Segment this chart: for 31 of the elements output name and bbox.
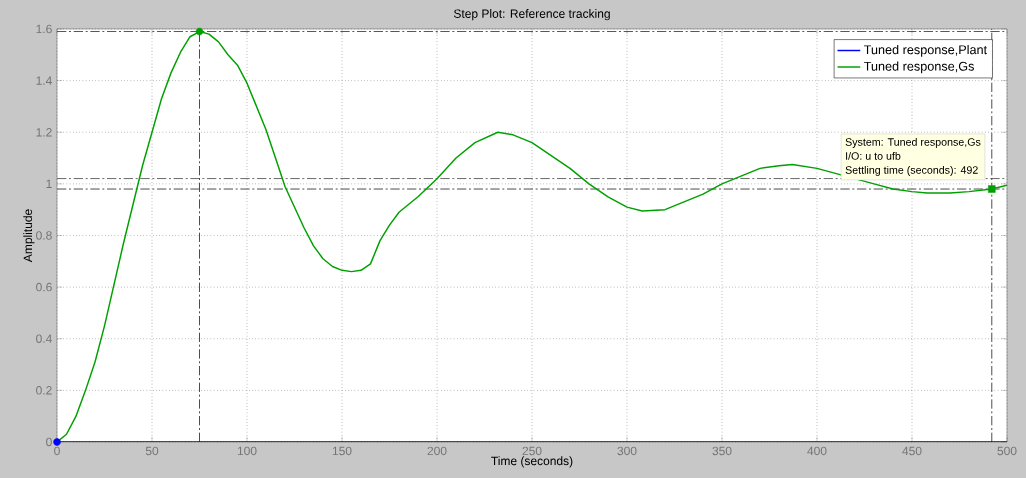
x-tick-label: 350 — [712, 446, 732, 456]
x-tick-label: 400 — [807, 446, 827, 456]
x-tick-label: 250 — [522, 446, 542, 456]
annotation: System: Tuned response,Gs — [845, 137, 981, 148]
y-axis-title: Amplitude — [23, 209, 35, 263]
y-tick-label: 0.8 — [36, 231, 52, 240]
y-tick-label: 1.6 — [36, 24, 52, 34]
x-tick-label: 100 — [237, 446, 257, 456]
x-tick-label: 450 — [902, 446, 922, 456]
y-tick-label: 1.4 — [36, 76, 52, 85]
x-axis-title: Time (seconds) — [491, 456, 573, 468]
x-tick-label: 0 — [54, 446, 60, 456]
x-tick-label: 500 — [997, 446, 1017, 456]
legend-label: Tuned response,Plant — [863, 44, 988, 57]
x-tick-label: 150 — [332, 446, 352, 456]
y-tick-label: 1 — [46, 179, 52, 188]
annotation: I/O: u to ufb — [846, 151, 901, 160]
y-tick-label: 0.4 — [36, 334, 52, 343]
point — [988, 185, 996, 193]
y-tick-label: 0 — [46, 437, 52, 447]
chart-title: Step Plot: Reference tracking — [453, 9, 610, 21]
annotation: Settling time (seconds): 492 — [845, 165, 978, 176]
x-tick-label: 300 — [617, 446, 637, 456]
point — [195, 27, 204, 36]
y-tick-label: 0.6 — [36, 282, 52, 292]
x-tick-label: 50 — [145, 446, 159, 456]
y-tick-label: 0.2 — [36, 386, 52, 395]
x-tick-label: 200 — [427, 446, 447, 456]
y-tick-label: 1.2 — [36, 128, 52, 137]
legend-label: Tuned response,Gs — [863, 61, 974, 74]
point — [53, 438, 61, 446]
